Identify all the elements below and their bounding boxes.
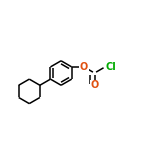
Text: O: O [80,62,88,72]
Text: O: O [90,80,99,90]
Text: Cl: Cl [106,62,117,72]
